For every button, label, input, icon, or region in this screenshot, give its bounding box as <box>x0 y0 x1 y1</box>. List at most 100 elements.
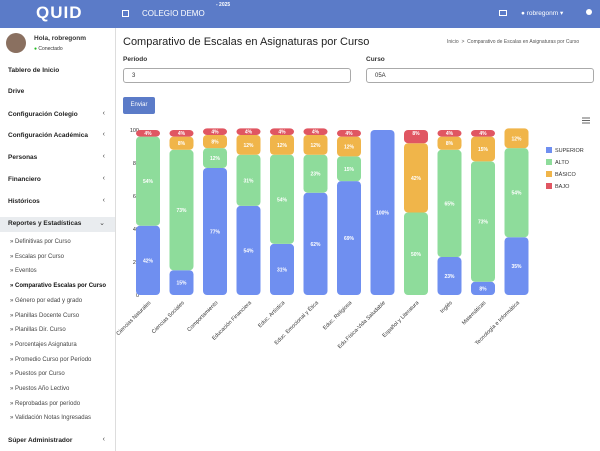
bar-segment <box>136 136 160 226</box>
data-label: 12% <box>310 143 321 149</box>
bar-segment <box>169 149 194 271</box>
bar-segment <box>404 130 428 144</box>
data-label: 8% <box>178 141 186 147</box>
data-label: 12% <box>210 156 221 162</box>
data-label: 35% <box>511 264 522 270</box>
bar-segment <box>337 156 361 182</box>
legend-swatch <box>546 183 552 189</box>
bar-segment <box>136 130 160 137</box>
y-tick-label: 80 <box>133 161 139 167</box>
menu-item[interactable]: Reportes y Estadísticas <box>8 220 82 227</box>
submenu-item[interactable]: » Validación Notas Ingresadas <box>10 415 91 422</box>
data-label: 8% <box>479 286 487 292</box>
active-section <box>0 217 115 232</box>
bar-segment <box>169 136 194 150</box>
bar-segment <box>471 136 495 162</box>
x-tick-label: Educ. Artística <box>257 300 287 330</box>
course-value: 05A <box>375 73 386 79</box>
status-text: Conectado <box>38 46 63 52</box>
data-label: 15% <box>176 281 187 287</box>
bar-segment <box>404 212 428 295</box>
bar-segment <box>404 143 428 213</box>
data-label: 4% <box>312 129 320 135</box>
x-tick-label: Español y Literatura <box>382 300 421 339</box>
course-label: Curso <box>366 56 385 63</box>
y-tick-label: 40 <box>133 227 139 233</box>
submenu-item[interactable]: » Planillas Dir. Curso <box>10 327 66 334</box>
menu-item[interactable]: Súper Administrador <box>8 437 73 444</box>
submenu-item[interactable]: » Promedio Curso por Período <box>10 356 92 363</box>
chevron: ‹ <box>102 175 105 182</box>
data-label: 8% <box>446 141 454 147</box>
data-label: 23% <box>310 172 321 178</box>
submenu-item[interactable]: » Género por edad y grado <box>10 297 83 304</box>
bar-segment <box>471 281 495 295</box>
greeting: Hola, robregonm <box>34 35 87 42</box>
chevron: ‹ <box>102 436 105 443</box>
bar-segment <box>471 130 495 137</box>
submenu-item[interactable]: » Porcentajes Asignatura <box>10 341 77 348</box>
submenu-item[interactable]: » Planillas Docente Curso <box>10 312 80 319</box>
bar-segment <box>270 154 294 244</box>
mail-icon[interactable] <box>499 10 507 16</box>
submenu-item[interactable]: » Escalas por Curso <box>10 253 65 260</box>
data-label: 31% <box>277 267 288 273</box>
breadcrumb: Inicio > Comparativo de Escalas en Asign… <box>447 39 580 45</box>
bar-segment <box>303 134 328 155</box>
menu-item[interactable]: Financiero <box>8 176 41 183</box>
course-select[interactable]: 05A <box>366 68 594 83</box>
data-label: 12% <box>243 143 254 149</box>
data-label: 8% <box>412 131 420 137</box>
menu-icon[interactable] <box>122 10 129 17</box>
chart-menu[interactable] <box>582 117 590 124</box>
data-label: 23% <box>444 274 455 280</box>
y-tick-label: 0 <box>136 293 139 299</box>
submit-button[interactable]: Enviar <box>123 97 155 114</box>
chevron: ⌄ <box>99 220 105 227</box>
data-label: 4% <box>178 131 186 137</box>
bar-segment <box>236 128 261 135</box>
data-label: 12% <box>511 136 522 142</box>
bar-segment <box>203 167 227 295</box>
bar-segment <box>504 128 529 149</box>
top-bar: QUID COLEGIO DEMO - 2025 ● robregonm ▾ <box>0 0 600 28</box>
submenu-item[interactable]: » Puestos Año Lectivo <box>10 386 70 392</box>
period-label: Período <box>123 56 148 63</box>
data-label: 100% <box>376 211 389 217</box>
data-label: 15% <box>478 147 489 153</box>
menu-item[interactable]: Drive <box>8 88 25 95</box>
menu-item[interactable]: Históricos <box>8 198 40 205</box>
data-label: 54% <box>277 197 288 203</box>
submenu-item[interactable]: » Definitivas por Curso <box>10 239 71 245</box>
user-menu[interactable]: ● robregonm ▾ <box>521 10 564 17</box>
sidebar: Hola, robregonm ● Conectado Tablero de I… <box>0 28 116 451</box>
chevron: ‹ <box>102 131 105 138</box>
bar-segment <box>337 136 361 157</box>
bar-segment <box>203 128 227 135</box>
bar-segment <box>203 134 227 149</box>
bar-segment <box>471 161 495 282</box>
submenu-item[interactable]: » Reprobadas por período <box>10 400 81 407</box>
breadcrumb-current: Comparativo de Escalas en Asignaturas po… <box>467 39 580 45</box>
menu-item[interactable]: Personas <box>8 154 38 161</box>
menu-item[interactable]: Configuración Académica <box>8 132 88 139</box>
data-label: 15% <box>344 167 355 173</box>
submenu-item[interactable]: » Comparativo Escalas por Curso <box>10 283 107 290</box>
submenu-item[interactable]: » Puestos por Curso <box>10 371 65 378</box>
legend-swatch <box>546 171 552 177</box>
breadcrumb-link[interactable]: Inicio <box>447 39 459 45</box>
data-label: 4% <box>446 131 454 137</box>
menu-item[interactable]: Configuración Colegio <box>8 111 78 118</box>
chevron: ‹ <box>102 110 105 117</box>
help-icon[interactable] <box>586 9 592 15</box>
legend-label: SUPERIOR <box>555 148 584 154</box>
data-label: 73% <box>176 208 187 214</box>
period-select[interactable]: 3 <box>123 68 351 83</box>
chevron: ‹ <box>102 153 105 160</box>
year: - 2025 <box>216 2 231 8</box>
page-title: Comparativo de Escalas en Asignaturas po… <box>123 36 370 48</box>
submenu-item[interactable]: » Eventos <box>10 268 37 275</box>
data-label: 31% <box>243 178 254 184</box>
menu-item[interactable]: Tablero de Inicio <box>8 67 60 74</box>
data-label: 77% <box>210 229 221 235</box>
